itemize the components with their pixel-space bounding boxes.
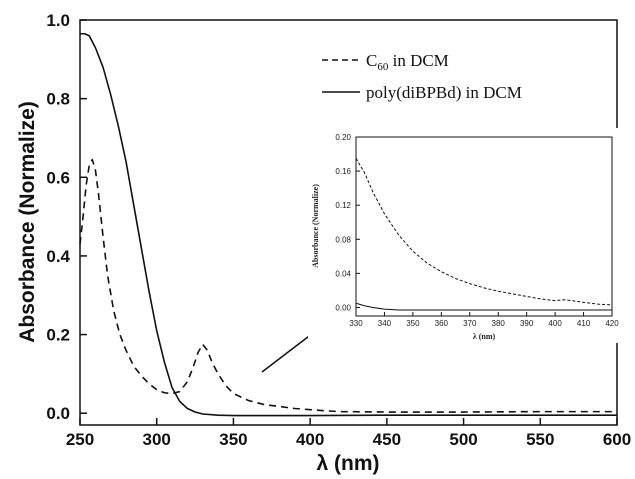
inset-y-axis-title: Absorbance (Normalize) (311, 184, 320, 268)
main-x-ticks: 250 300 350 400 450 500 550 600 (66, 418, 631, 449)
inset-x-tick-label: 380 (492, 319, 506, 328)
main-y-axis-title: Absorbance (Normalize) (16, 101, 39, 343)
inset-x-tick-label: 350 (406, 319, 420, 328)
legend-label-c60: C60 in DCM (366, 51, 449, 73)
inset-x-tick-label: 370 (463, 319, 477, 328)
main-x-tick-label: 250 (66, 430, 94, 449)
inset-x-tick-label: 390 (520, 319, 534, 328)
main-series (79, 32, 617, 417)
inset-x-axis-title: λ (nm) (473, 332, 496, 341)
main-x-axis-title: λ (nm) (317, 452, 380, 475)
inset-y-tick-label: 0.16 (335, 167, 351, 176)
inset-y-tick-label: 0.00 (335, 303, 351, 312)
main-y-tick-label: 0.2 (46, 326, 70, 345)
inset-series-line-poly (355, 302, 612, 311)
main-x-tick-label: 350 (219, 430, 247, 449)
inset-y-tick-label: 0.04 (335, 269, 351, 278)
inset-x-tick-label: 410 (577, 319, 591, 328)
main-x-tick-label: 500 (449, 430, 477, 449)
inset-series-line-c60 (355, 158, 613, 306)
inset-x-tick-label: 420 (605, 319, 619, 328)
legend-c60-sub: 60 (377, 61, 389, 73)
legend-label-poly: poly(diBPBd) in DCM (366, 83, 522, 102)
inset-x-tick-label: 360 (435, 319, 449, 328)
main-x-tick-label: 550 (526, 430, 554, 449)
inset-y-tick-label: 0.08 (335, 235, 351, 244)
main-x-tick-label: 600 (603, 430, 631, 449)
inset-y-tick-label: 0.12 (335, 201, 351, 210)
inset-chart: 330 340 350 360 370 380 390 400 410 420 0.000.040… (308, 128, 620, 343)
inset-x-tick-label: 340 (378, 319, 392, 328)
legend-c60-suffix: in DCM (388, 51, 448, 70)
main-x-tick-label: 400 (296, 430, 324, 449)
inset-y-ticks: 0.00 0.04 0.08 0.12 0.16 0.20 (335, 133, 360, 312)
main-y-tick-label: 0.8 (46, 90, 70, 109)
main-y-tick-label: 0.0 (46, 404, 70, 423)
inset-x-tick-label: 400 (548, 319, 562, 328)
inset-y-tick-label: 0.20 (335, 133, 351, 142)
legend: C60 in DCM poly(diBPBd) in DCM (322, 51, 522, 102)
legend-c60-main: C (366, 51, 377, 70)
main-series-line-c60 (79, 158, 617, 413)
inset-series (355, 158, 613, 311)
main-series-line-poly (80, 32, 617, 417)
main-y-tick-label: 0.4 (46, 247, 70, 266)
inset-x-ticks: 330 340 350 360 370 380 390 400 410 420 (349, 312, 619, 328)
main-x-tick-label: 450 (373, 430, 401, 449)
inset-x-tick-label: 330 (349, 319, 363, 328)
inset-plot-frame (355, 136, 613, 317)
main-y-ticks: 0.0 0.2 0.4 0.6 0.8 1.0 (46, 11, 87, 423)
main-y-tick-label: 0.6 (46, 168, 70, 187)
main-x-tick-label: 300 (143, 430, 171, 449)
main-y-tick-label: 1.0 (46, 11, 70, 30)
inset-background (308, 128, 620, 343)
